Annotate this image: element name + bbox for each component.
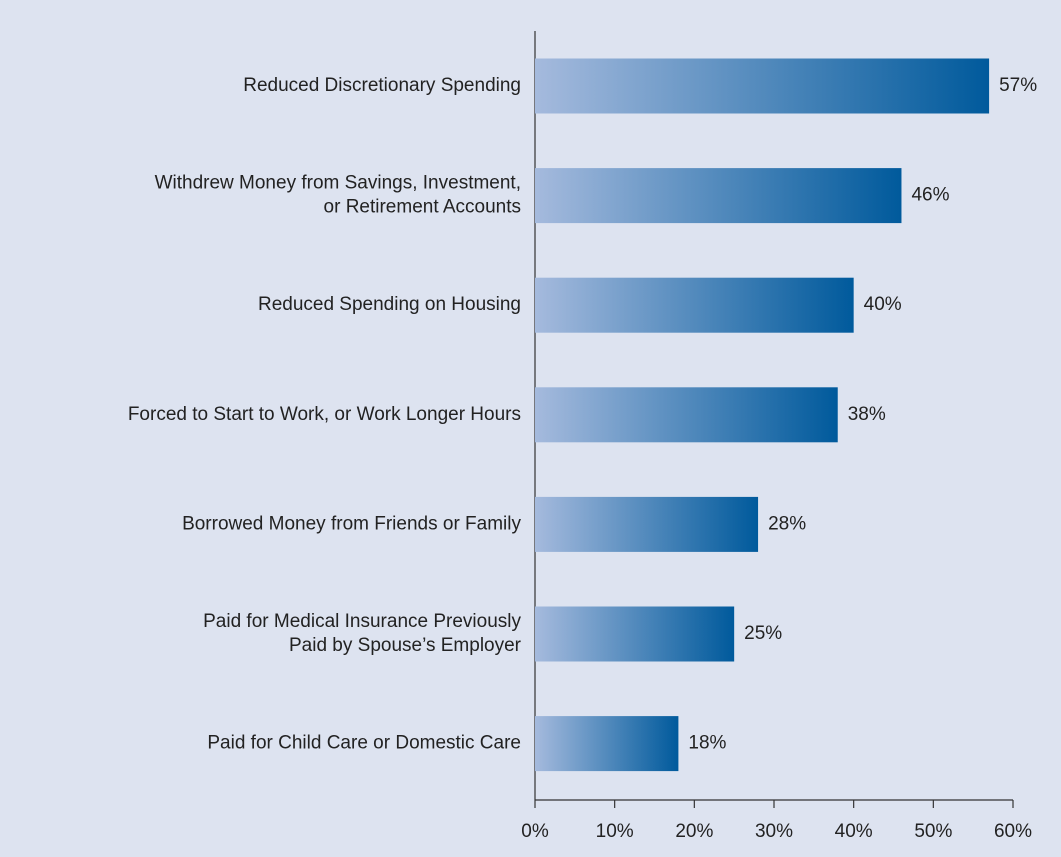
- x-tick-label: 20%: [675, 821, 713, 842]
- x-tick-label: 0%: [521, 821, 549, 842]
- x-tick-label: 30%: [755, 821, 793, 842]
- category-label: Paid for Child Care or Domestic Care: [207, 733, 521, 754]
- x-tick-label: 10%: [596, 821, 634, 842]
- category-label: Reduced Discretionary Spending: [243, 75, 521, 96]
- bar: [535, 58, 990, 114]
- value-label: 28%: [768, 513, 806, 534]
- category-label: Reduced Spending on Housing: [258, 294, 521, 315]
- bar: [535, 387, 838, 443]
- bar: [535, 168, 902, 224]
- value-label: 57%: [999, 75, 1037, 96]
- category-label: Borrowed Money from Friends or Family: [182, 513, 521, 534]
- value-label: 40%: [864, 294, 902, 315]
- bar: [535, 496, 759, 552]
- value-label: 18%: [688, 733, 726, 754]
- category-label: Forced to Start to Work, or Work Longer …: [128, 404, 521, 425]
- bar: [535, 716, 679, 772]
- value-label: 46%: [911, 185, 949, 206]
- bar: [535, 277, 854, 333]
- bar: [535, 606, 735, 662]
- category-label: or Retirement Accounts: [324, 197, 521, 218]
- x-tick-label: 40%: [835, 821, 873, 842]
- x-tick-label: 60%: [994, 821, 1032, 842]
- category-label: Paid by Spouse’s Employer: [289, 635, 522, 656]
- value-label: 38%: [848, 404, 886, 425]
- value-label: 25%: [744, 623, 782, 644]
- category-label: Withdrew Money from Savings, Investment,: [155, 173, 521, 194]
- x-tick-label: 50%: [914, 821, 952, 842]
- category-label: Paid for Medical Insurance Previously: [203, 611, 521, 632]
